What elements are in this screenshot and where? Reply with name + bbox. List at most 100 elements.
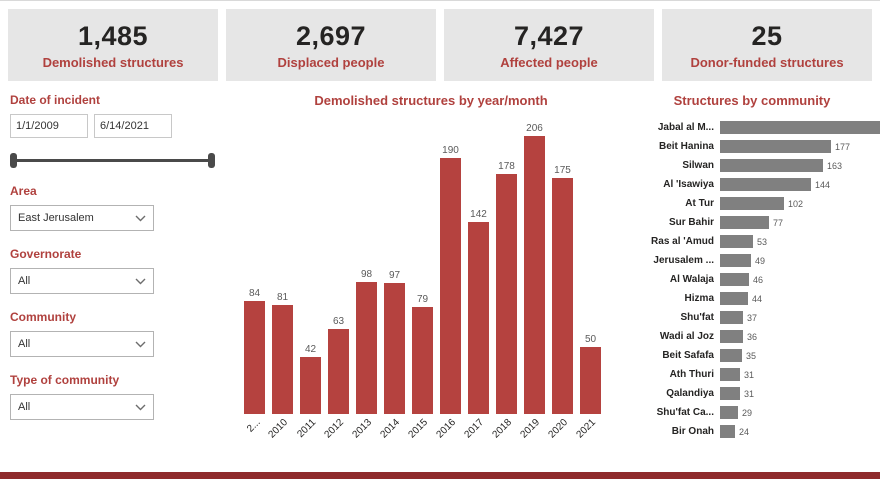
community-row[interactable]: Silwan 163 xyxy=(632,156,872,175)
community-row[interactable]: Jabal al M...254 xyxy=(632,118,880,137)
year-column[interactable]: 42 2011 xyxy=(295,118,321,440)
community-row[interactable]: Jerusalem ... 49 xyxy=(632,251,872,270)
year-column[interactable]: 84 2... xyxy=(244,118,265,435)
year-column[interactable]: 81 2010 xyxy=(267,118,293,441)
bar[interactable] xyxy=(720,311,743,324)
demolished-by-year-chart: Demolished structures by year/month 84 2.… xyxy=(230,81,632,441)
bar[interactable] xyxy=(468,222,489,414)
bar[interactable] xyxy=(720,368,740,381)
community-label: Jerusalem ... xyxy=(653,255,714,266)
bar[interactable] xyxy=(496,174,517,414)
bar[interactable] xyxy=(328,329,349,414)
kpi-label-displaced: Displaced people xyxy=(277,54,385,70)
community-label: Ras al 'Amud xyxy=(651,236,714,247)
bar-value-label: 49 xyxy=(755,255,766,266)
horizontal-scrollbar[interactable] xyxy=(0,472,880,479)
community-row[interactable]: Qalandiya 31 xyxy=(632,384,872,403)
community-row[interactable]: Beit Safafa 35 xyxy=(632,346,872,365)
bar[interactable] xyxy=(720,178,811,191)
slider-track[interactable] xyxy=(12,159,213,162)
bar-value-label: 144 xyxy=(815,179,831,190)
structures-by-community-chart: Structures by community Jabal al M...254… xyxy=(632,81,880,441)
bar-value-label: 29 xyxy=(742,407,753,418)
slider-handle-start[interactable] xyxy=(10,153,17,168)
bar[interactable] xyxy=(384,283,405,414)
bar[interactable] xyxy=(720,273,749,286)
x-axis-label: 2015 xyxy=(406,417,431,441)
bar[interactable] xyxy=(720,254,751,267)
x-axis-label: 2014 xyxy=(378,417,403,441)
bar[interactable] xyxy=(720,140,831,153)
community-row[interactable]: Ath Thuri 31 xyxy=(632,365,872,384)
community-row[interactable]: Sur Bahir 77 xyxy=(632,213,872,232)
bar[interactable] xyxy=(720,197,784,210)
bar[interactable] xyxy=(300,357,321,414)
community-label: Al 'Isawiya xyxy=(663,179,714,190)
x-axis-label: 2021 xyxy=(574,417,599,441)
bar[interactable] xyxy=(720,406,738,419)
chevron-down-icon xyxy=(135,404,146,411)
x-axis-label: 2018 xyxy=(490,417,515,441)
year-column[interactable]: 190 2016 xyxy=(435,118,461,441)
community-row[interactable]: At Tur 102 xyxy=(632,194,872,213)
community-row[interactable]: Hizma 44 xyxy=(632,289,872,308)
bar[interactable] xyxy=(720,349,742,362)
area-filter-group: Area East Jerusalem xyxy=(8,184,230,231)
bar-value-label: 163 xyxy=(827,160,843,171)
bar[interactable] xyxy=(720,387,740,400)
date-of-incident-label: Date of incident xyxy=(10,93,101,107)
community-label: Ath Thuri xyxy=(669,369,714,380)
column-chart-title: Demolished structures by year/month xyxy=(314,93,548,108)
chevron-down-icon xyxy=(135,215,146,222)
bar-value-label: 175 xyxy=(554,165,571,176)
year-column[interactable]: 97 2014 xyxy=(379,118,405,441)
bar[interactable] xyxy=(720,330,743,343)
date-end-input[interactable] xyxy=(94,114,172,138)
bar[interactable] xyxy=(720,216,769,229)
community-row[interactable]: Beit Hanina 177 xyxy=(632,137,872,156)
bar[interactable] xyxy=(720,121,880,134)
community-row[interactable]: Al Walaja 46 xyxy=(632,270,872,289)
area-dropdown[interactable]: East Jerusalem xyxy=(10,205,154,231)
year-column[interactable]: 79 2015 xyxy=(407,118,433,441)
bar[interactable] xyxy=(272,305,293,414)
community-row[interactable]: Al 'Isawiya 144 xyxy=(632,175,872,194)
area-dropdown-value: East Jerusalem xyxy=(18,212,94,224)
bar-value-label: 42 xyxy=(304,344,317,355)
type-of-community-dropdown[interactable]: All xyxy=(10,394,154,420)
date-start-input[interactable] xyxy=(10,114,88,138)
year-column[interactable]: 142 2017 xyxy=(463,118,489,441)
bar[interactable] xyxy=(720,425,735,438)
bar[interactable] xyxy=(580,347,601,414)
bar[interactable] xyxy=(720,159,823,172)
date-range-slider[interactable] xyxy=(10,152,215,168)
year-column[interactable]: 50 2021 xyxy=(575,118,601,441)
year-column[interactable]: 98 2013 xyxy=(351,118,377,441)
bar[interactable] xyxy=(440,158,461,414)
bar[interactable] xyxy=(720,292,748,305)
community-row[interactable]: Wadi al Joz 36 xyxy=(632,327,872,346)
governorate-dropdown[interactable]: All xyxy=(10,268,154,294)
year-column[interactable]: 206 2019 xyxy=(519,118,545,441)
year-column[interactable]: 63 2012 xyxy=(323,118,349,441)
community-label: At Tur xyxy=(685,198,714,209)
bar[interactable] xyxy=(356,282,377,414)
community-dropdown[interactable]: All xyxy=(10,331,154,357)
slider-handle-end[interactable] xyxy=(208,153,215,168)
kpi-value-displaced: 2,697 xyxy=(295,20,367,51)
bar[interactable] xyxy=(412,307,433,414)
community-row[interactable]: Shu'fat Ca... 29 xyxy=(632,403,872,422)
community-row[interactable]: Ras al 'Amud 53 xyxy=(632,232,872,251)
column-chart-plot: 84 2... 81 2010 42 2011 63 2012 98 2013 97 2014 79 20… xyxy=(244,118,632,441)
bar[interactable] xyxy=(244,301,265,414)
bar[interactable] xyxy=(720,235,753,248)
bar[interactable] xyxy=(524,136,545,414)
community-row[interactable]: Bir Onah 24 xyxy=(632,422,872,441)
year-column[interactable]: 178 2018 xyxy=(491,118,517,441)
bar[interactable] xyxy=(552,178,573,414)
x-axis-label: 2019 xyxy=(518,417,543,441)
community-row[interactable]: Shu'fat 37 xyxy=(632,308,872,327)
bar-value-label: 84 xyxy=(248,288,261,299)
bar-value-label: 37 xyxy=(747,312,758,323)
year-column[interactable]: 175 2020 xyxy=(547,118,573,441)
